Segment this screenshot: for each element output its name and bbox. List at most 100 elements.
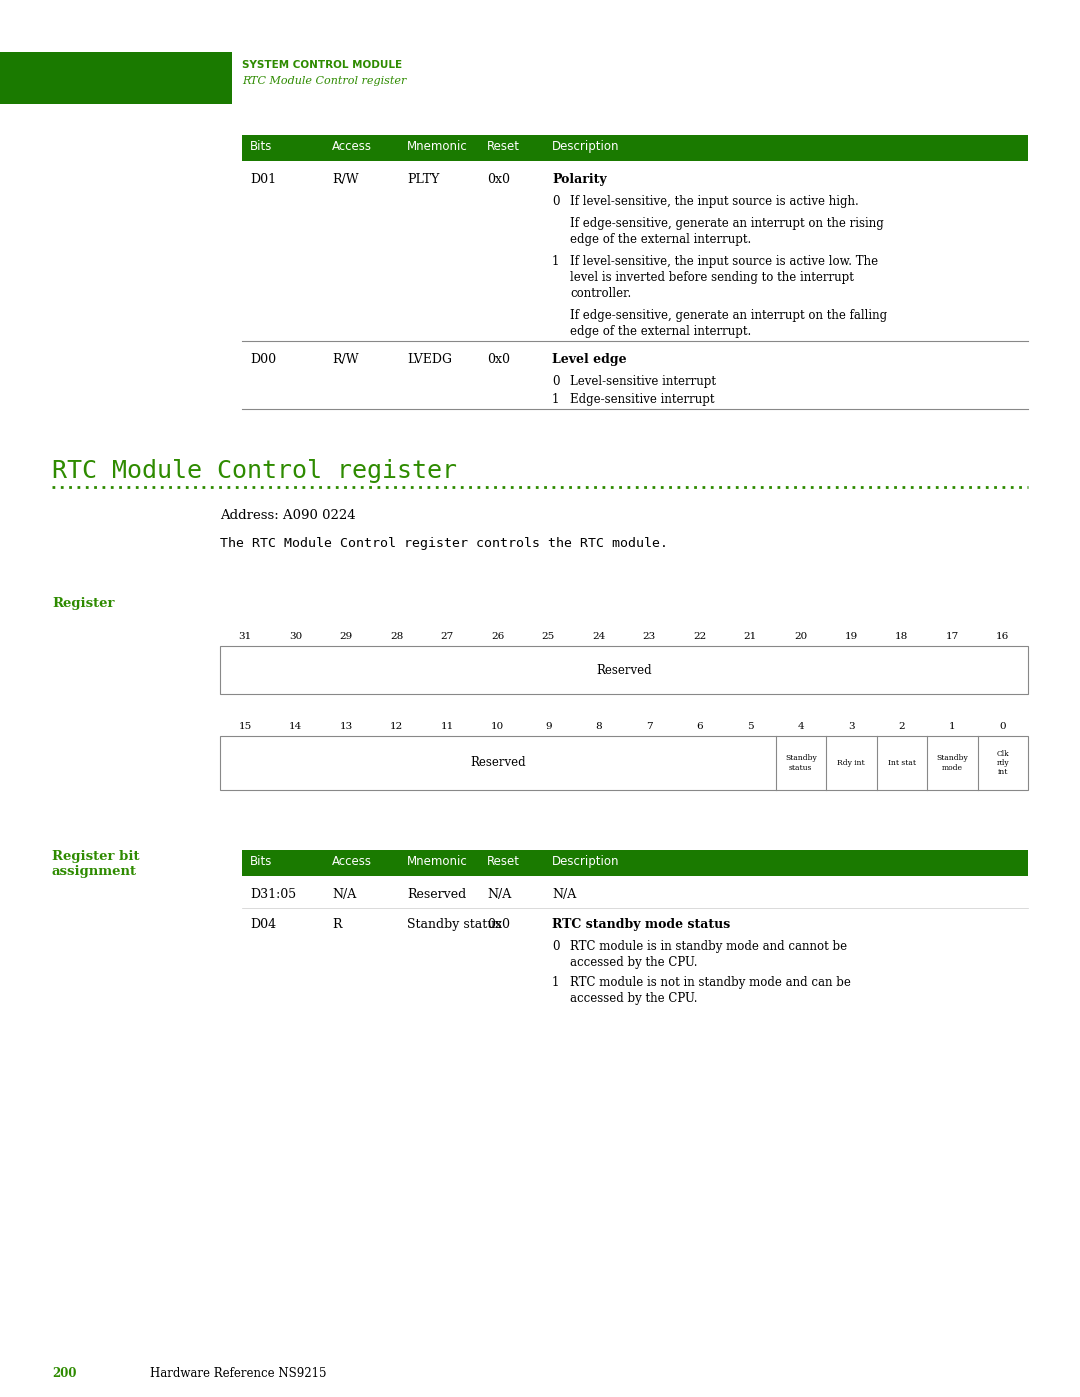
Text: Standby
mode: Standby mode <box>936 754 968 771</box>
Text: Address: A090 0224: Address: A090 0224 <box>220 509 355 522</box>
Text: 9: 9 <box>545 722 552 731</box>
Text: RTC standby mode status: RTC standby mode status <box>552 918 730 930</box>
Text: D00: D00 <box>249 353 276 366</box>
Text: 21: 21 <box>744 631 757 641</box>
Text: 31: 31 <box>239 631 252 641</box>
Text: N/A: N/A <box>552 888 577 901</box>
Text: Standby status: Standby status <box>407 918 501 930</box>
Text: 15: 15 <box>239 722 252 731</box>
Text: Edge-sensitive interrupt: Edge-sensitive interrupt <box>570 393 715 407</box>
Text: 8: 8 <box>595 722 602 731</box>
Text: If level-sensitive, the input source is active high.: If level-sensitive, the input source is … <box>570 196 859 208</box>
Text: accessed by the CPU.: accessed by the CPU. <box>570 956 698 970</box>
Text: 0: 0 <box>999 722 1007 731</box>
Text: D01: D01 <box>249 173 276 186</box>
Text: Description: Description <box>552 855 620 868</box>
Text: 27: 27 <box>441 631 454 641</box>
Text: RTC Module Control register: RTC Module Control register <box>52 460 457 483</box>
Text: 200: 200 <box>52 1368 77 1380</box>
Text: 25: 25 <box>542 631 555 641</box>
Text: RTC Module Control register: RTC Module Control register <box>242 75 406 87</box>
Bar <box>0 52 232 103</box>
Text: Access: Access <box>332 140 372 154</box>
Text: controller.: controller. <box>570 286 631 300</box>
Text: 4: 4 <box>797 722 805 731</box>
Text: If edge-sensitive, generate an interrupt on the falling: If edge-sensitive, generate an interrupt… <box>570 309 887 321</box>
Text: 10: 10 <box>491 722 504 731</box>
Text: 1: 1 <box>552 256 559 268</box>
Text: 6: 6 <box>697 722 703 731</box>
Text: Clk
rdy
int: Clk rdy int <box>997 750 1009 777</box>
Text: N/A: N/A <box>487 888 511 901</box>
Text: 0: 0 <box>552 940 559 953</box>
Text: 0: 0 <box>552 374 559 388</box>
Text: Hardware Reference NS9215: Hardware Reference NS9215 <box>150 1368 326 1380</box>
Text: 20: 20 <box>794 631 808 641</box>
Text: Rdy int: Rdy int <box>837 759 865 767</box>
Text: Reset: Reset <box>487 855 519 868</box>
Bar <box>220 736 1028 789</box>
Bar <box>242 849 1028 876</box>
Text: Bits: Bits <box>249 855 272 868</box>
Text: 24: 24 <box>592 631 606 641</box>
Text: 16: 16 <box>996 631 1010 641</box>
Text: 26: 26 <box>491 631 504 641</box>
Text: Mnemonic: Mnemonic <box>407 855 468 868</box>
Text: Bits: Bits <box>249 140 272 154</box>
Text: Mnemonic: Mnemonic <box>407 140 468 154</box>
Text: Level edge: Level edge <box>552 353 626 366</box>
Text: Register: Register <box>52 597 114 610</box>
Text: Reset: Reset <box>487 140 519 154</box>
Text: 22: 22 <box>693 631 706 641</box>
Text: PLTY: PLTY <box>407 173 440 186</box>
Text: 23: 23 <box>643 631 656 641</box>
Text: 17: 17 <box>946 631 959 641</box>
Text: 1: 1 <box>552 393 559 407</box>
Text: D04: D04 <box>249 918 276 930</box>
Text: 12: 12 <box>390 722 403 731</box>
Text: 1: 1 <box>949 722 956 731</box>
Text: Polarity: Polarity <box>552 173 607 186</box>
Text: 7: 7 <box>646 722 652 731</box>
Text: 14: 14 <box>289 722 302 731</box>
Text: Access: Access <box>332 855 372 868</box>
Text: level is inverted before sending to the interrupt: level is inverted before sending to the … <box>570 271 854 284</box>
Text: 19: 19 <box>845 631 858 641</box>
Bar <box>242 136 1028 161</box>
Text: 0x0: 0x0 <box>487 918 510 930</box>
Text: 30: 30 <box>289 631 302 641</box>
Text: D31:05: D31:05 <box>249 888 296 901</box>
Text: RTC module is in standby mode and cannot be: RTC module is in standby mode and cannot… <box>570 940 847 953</box>
Text: R/W: R/W <box>332 353 359 366</box>
Text: RTC module is not in standby mode and can be: RTC module is not in standby mode and ca… <box>570 977 851 989</box>
Text: edge of the external interrupt.: edge of the external interrupt. <box>570 326 752 338</box>
Text: If edge-sensitive, generate an interrupt on the rising: If edge-sensitive, generate an interrupt… <box>570 217 883 231</box>
Text: 18: 18 <box>895 631 908 641</box>
Text: The RTC Module Control register controls the RTC module.: The RTC Module Control register controls… <box>220 536 669 550</box>
Text: Int stat: Int stat <box>888 759 916 767</box>
Text: Reserved: Reserved <box>407 888 467 901</box>
Text: 0x0: 0x0 <box>487 353 510 366</box>
Text: accessed by the CPU.: accessed by the CPU. <box>570 992 698 1004</box>
Text: 11: 11 <box>441 722 454 731</box>
Text: SYSTEM CONTROL MODULE: SYSTEM CONTROL MODULE <box>242 60 402 70</box>
Text: 2: 2 <box>899 722 905 731</box>
Text: Standby
status: Standby status <box>785 754 816 771</box>
Text: LVEDG: LVEDG <box>407 353 453 366</box>
Text: 3: 3 <box>848 722 854 731</box>
Text: 29: 29 <box>339 631 353 641</box>
Text: 0: 0 <box>552 196 559 208</box>
Text: 0x0: 0x0 <box>487 173 510 186</box>
Bar <box>220 645 1028 694</box>
Text: 28: 28 <box>390 631 403 641</box>
Text: Reserved: Reserved <box>596 664 652 676</box>
Text: Description: Description <box>552 140 620 154</box>
Text: edge of the external interrupt.: edge of the external interrupt. <box>570 233 752 246</box>
Text: N/A: N/A <box>332 888 356 901</box>
Text: If level-sensitive, the input source is active low. The: If level-sensitive, the input source is … <box>570 256 878 268</box>
Text: R: R <box>332 918 341 930</box>
Text: 5: 5 <box>747 722 754 731</box>
Text: Reserved: Reserved <box>470 757 526 770</box>
Text: 13: 13 <box>339 722 353 731</box>
Text: 1: 1 <box>552 977 559 989</box>
